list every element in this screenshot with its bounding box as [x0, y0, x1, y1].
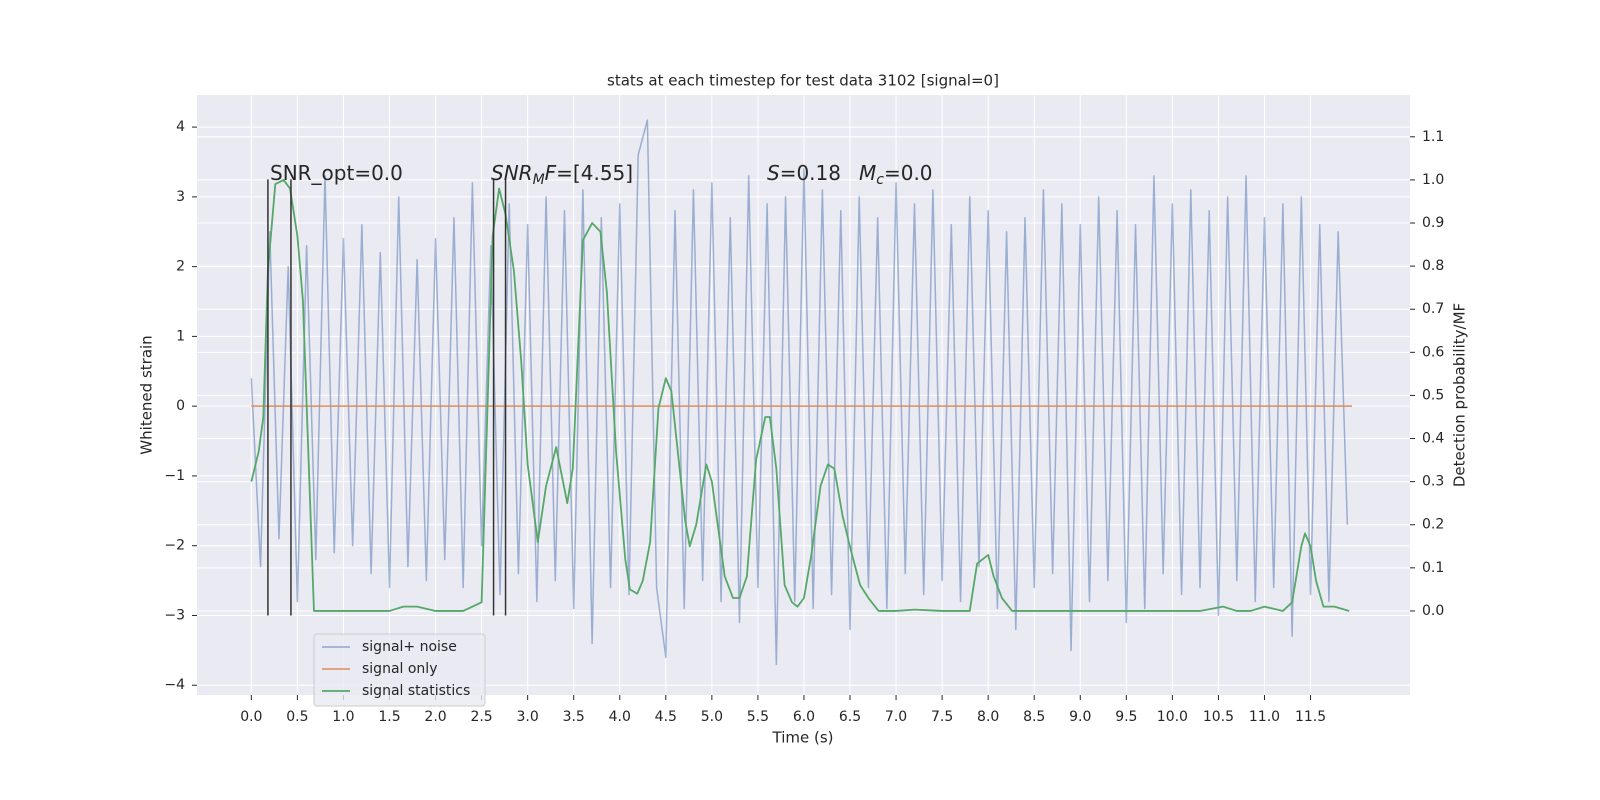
x-tick-label: 8.5 — [1023, 709, 1045, 725]
series-line — [250, 119, 1349, 666]
x-tick-label: 5.0 — [701, 709, 723, 725]
annotation: S=0.18 — [767, 161, 841, 185]
x-tick-label: 11.0 — [1249, 709, 1280, 725]
annotation-part: F — [545, 161, 557, 185]
y-tick-label: −3 — [164, 607, 185, 623]
y2-axis-label: Detection probability/MF — [1451, 303, 1469, 487]
y2-tick-label: 0.9 — [1422, 215, 1444, 231]
legend-label: signal only — [362, 661, 437, 677]
x-tick-label: 0.5 — [286, 709, 308, 725]
annotation: SNRMF=[4.55] — [491, 161, 633, 188]
x-tick-label: 2.5 — [470, 709, 492, 725]
legend-label: signal+ noise — [362, 639, 457, 655]
legend-box — [313, 633, 486, 707]
y2-tick-label: 0.6 — [1422, 344, 1444, 360]
legend-label: signal statistics — [362, 683, 470, 699]
series-line — [250, 179, 1350, 612]
y2-tick-label: 0.4 — [1422, 431, 1444, 447]
annotation-part: =[4.55] — [556, 161, 633, 185]
annotation-part: S — [767, 161, 780, 185]
chart-title: stats at each timestep for test data 310… — [607, 72, 999, 90]
y2-tick-label: 0.0 — [1422, 603, 1444, 619]
x-tick-label: 8.0 — [977, 709, 999, 725]
y2-tick-label: 1.1 — [1422, 129, 1444, 145]
x-tick-label: 3.5 — [563, 709, 585, 725]
y-tick-label: 1 — [176, 328, 185, 344]
y-axis-label: Whitened strain — [138, 335, 156, 454]
y-tick-label: 2 — [176, 259, 185, 275]
x-tick-label: 7.0 — [885, 709, 907, 725]
x-tick-label: 5.5 — [747, 709, 769, 725]
x-axis-label: Time (s) — [772, 729, 834, 747]
x-tick-label: 9.5 — [1115, 709, 1137, 725]
y2-tick-label: 0.5 — [1422, 387, 1444, 403]
x-tick-label: 1.5 — [378, 709, 400, 725]
x-tick-label: 4.5 — [655, 709, 677, 725]
y-tick-label: −1 — [164, 468, 185, 484]
y-tick-label: 4 — [176, 119, 185, 135]
marks — [250, 119, 1352, 666]
y2-tick-label: 0.3 — [1422, 474, 1444, 490]
y2-tick-label: 0.2 — [1422, 517, 1444, 533]
x-tick-label: 2.0 — [424, 709, 446, 725]
annotation-part: c — [876, 172, 884, 188]
x-tick-label: 3.0 — [517, 709, 539, 725]
y2-tick-label: 0.8 — [1422, 258, 1444, 274]
annotation-part: SNR_opt=0.0 — [270, 161, 403, 185]
x-tick-label: 4.0 — [609, 709, 631, 725]
annotation-part: =0.0 — [884, 161, 933, 185]
x-tick-label: 1.0 — [332, 709, 354, 725]
y2-tick-label: 0.7 — [1422, 301, 1444, 317]
x-tick-label: 11.5 — [1295, 709, 1326, 725]
y2-tick-label: 0.1 — [1422, 560, 1444, 576]
x-tick-label: 6.0 — [793, 709, 815, 725]
annotation: Mc=0.0 — [859, 161, 933, 188]
y-tick-label: 3 — [176, 189, 185, 205]
y-tick-label: −2 — [164, 538, 185, 554]
y2-tick-label: 1.0 — [1422, 172, 1444, 188]
x-tick-label: 6.5 — [839, 709, 861, 725]
annotation: SNR_opt=0.0 — [270, 161, 403, 185]
x-tick-label: 10.0 — [1157, 709, 1188, 725]
annotation-part: SNR — [491, 161, 533, 185]
x-tick-label: 9.0 — [1069, 709, 1091, 725]
annotation-part: =0.18 — [780, 161, 841, 185]
annotation-part: M — [859, 161, 876, 185]
y-tick-label: 0 — [176, 398, 185, 414]
y-tick-label: −4 — [164, 677, 185, 693]
x-tick-label: 7.5 — [931, 709, 953, 725]
x-tick-label: 10.5 — [1203, 709, 1234, 725]
annotation-part: M — [533, 172, 545, 188]
x-tick-label: 0.0 — [240, 709, 262, 725]
